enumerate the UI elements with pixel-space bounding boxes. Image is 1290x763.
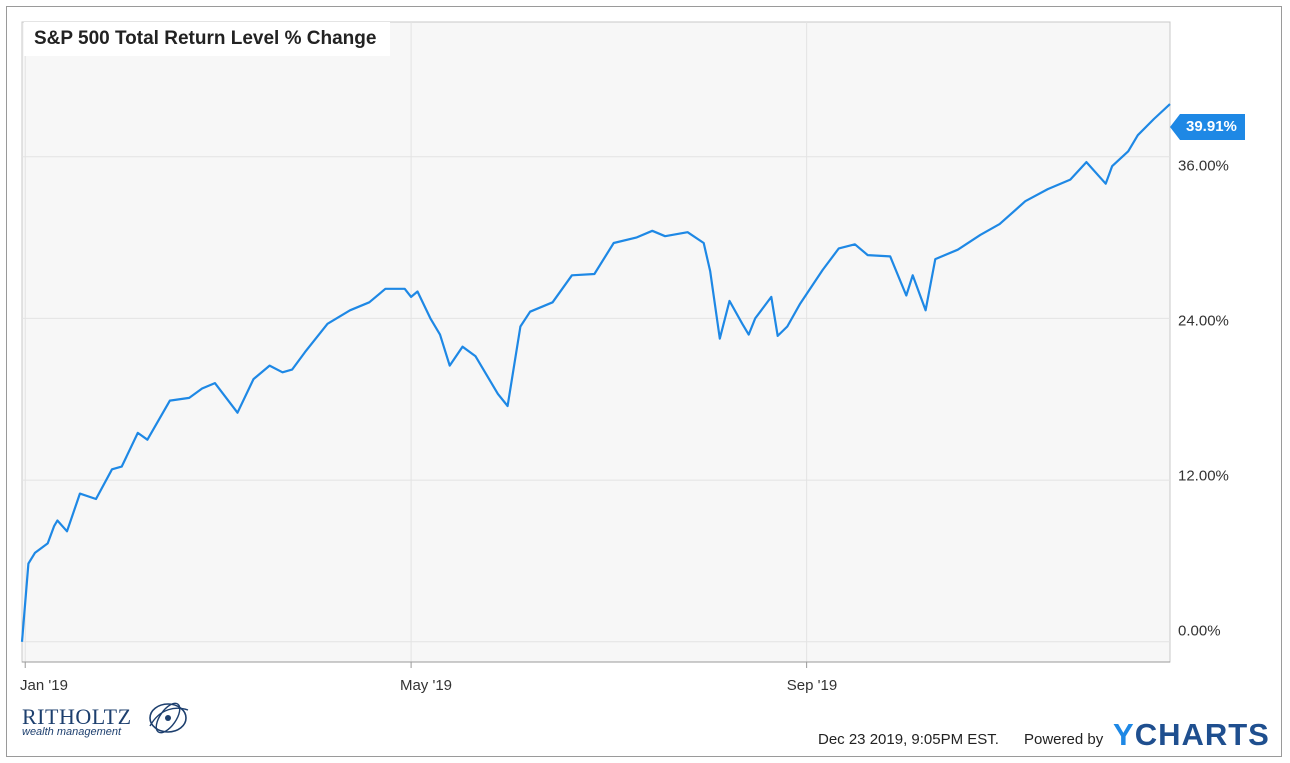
last-value-badge: 39.91% (1170, 114, 1245, 140)
x-tick-label-jan: Jan '19 (20, 677, 68, 694)
ycharts-logo-y: Y (1113, 717, 1135, 752)
y-tick-label-0: 0.00% (1178, 622, 1221, 640)
plot-area (21, 21, 1171, 663)
y-tick-label-12: 12.00% (1178, 467, 1229, 485)
x-tick-label-sep: Sep '19 (786, 677, 838, 694)
x-tick-label-may: May '19 (399, 677, 453, 694)
y-tick-label-24: 24.00% (1178, 312, 1229, 330)
chart-title: S&P 500 Total Return Level % Change (24, 22, 391, 56)
ritholtz-logo: RITHOLTZ wealth management (22, 702, 189, 738)
logo-subtitle: wealth management (22, 726, 122, 738)
powered-by-label: Powered by (1024, 731, 1104, 748)
logo-name: RITHOLTZ (22, 704, 132, 729)
timestamp: Dec 23 2019, 9:05PM EST. (818, 731, 999, 748)
ycharts-logo[interactable]: YCHARTS (1113, 717, 1270, 753)
ycharts-logo-rest: CHARTS (1134, 717, 1270, 752)
y-tick-label-36: 36.00% (1178, 157, 1229, 175)
globe-icon (149, 702, 189, 734)
series-line-0 (20, 103, 1171, 642)
